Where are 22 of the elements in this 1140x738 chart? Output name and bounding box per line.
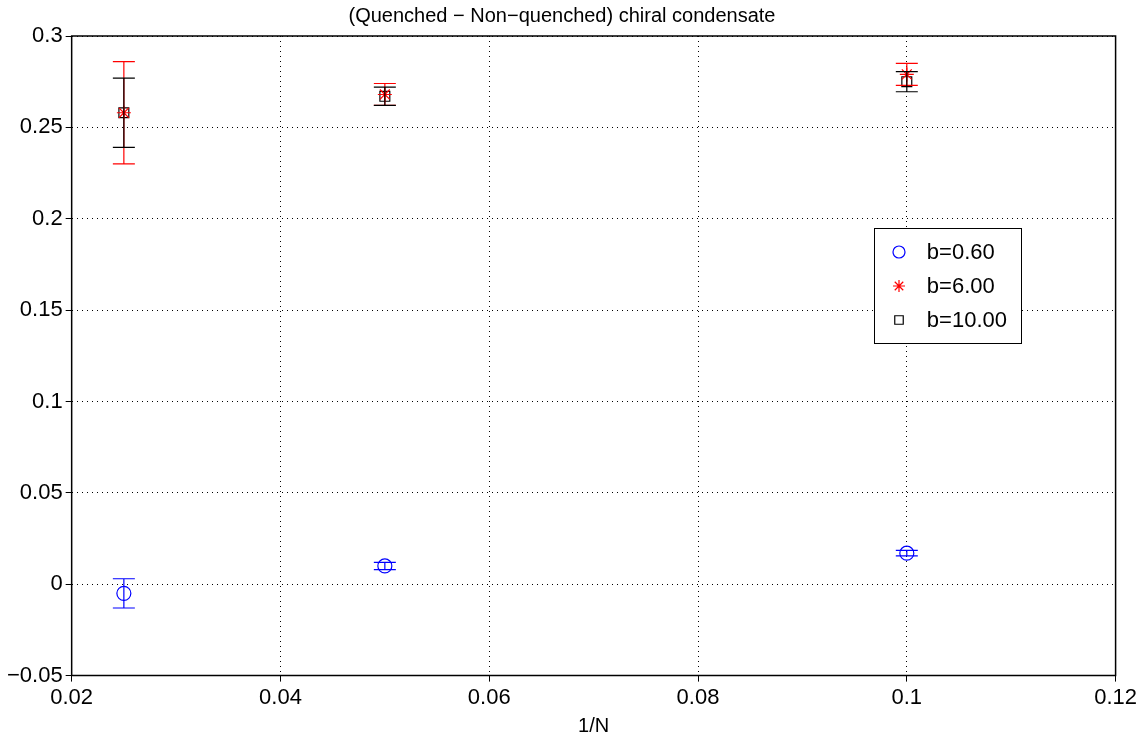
y-tick-label: 0.05 bbox=[19, 478, 63, 504]
x-tick-label: 0.06 bbox=[467, 683, 511, 709]
point bbox=[379, 90, 391, 102]
point bbox=[116, 585, 132, 601]
y-tick-label: 0.1 bbox=[32, 387, 63, 413]
legend-label: b=6.00 bbox=[926, 273, 995, 299]
x-tick-label: 0.12 bbox=[1094, 683, 1137, 709]
x-axis-title: 1/N bbox=[578, 713, 610, 736]
y-tick-label: 0.15 bbox=[19, 296, 63, 322]
x-tick-label: 0.1 bbox=[891, 683, 923, 709]
point bbox=[377, 558, 393, 574]
point bbox=[901, 76, 913, 88]
legend-label: b=0.60 bbox=[926, 239, 995, 265]
y-tick-label: 0.25 bbox=[19, 113, 63, 139]
y-tick-label: 0 bbox=[50, 570, 63, 596]
x-tick-label: 0.04 bbox=[259, 683, 302, 709]
y-tick-label: 0.3 bbox=[32, 22, 63, 48]
x-tick-label: 0.08 bbox=[676, 683, 720, 709]
legend-label: b=10.00 bbox=[926, 307, 1007, 333]
y-tick-label: 0.2 bbox=[32, 204, 63, 230]
chart-title: (Quenched − Non−quenched) chiral condensate bbox=[348, 3, 776, 26]
point bbox=[899, 545, 915, 561]
